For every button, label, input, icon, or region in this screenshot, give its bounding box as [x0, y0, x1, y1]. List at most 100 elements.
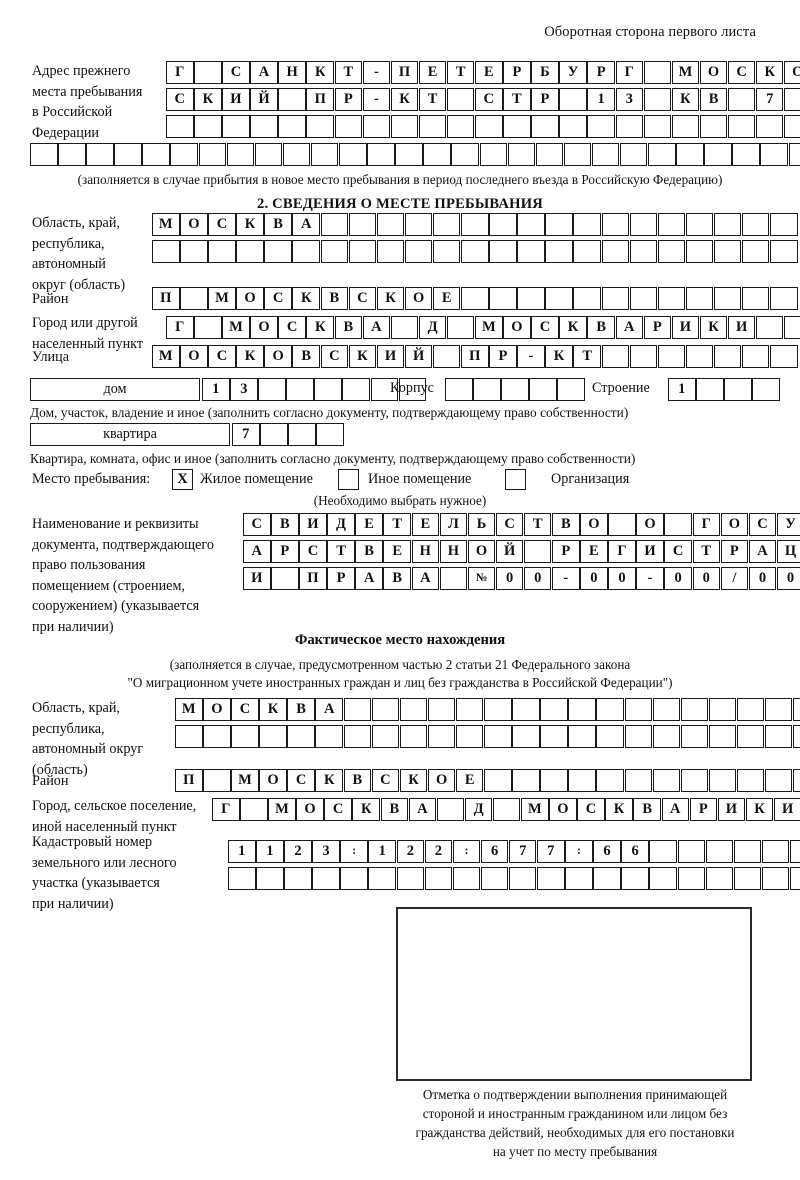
previous-address-row-4[interactable]: [30, 143, 800, 166]
document-row-3-cell-9[interactable]: №: [467, 567, 496, 590]
actual-city-cell-12[interactable]: М: [521, 798, 549, 821]
section2-region-row-1-cell-14[interactable]: [517, 213, 545, 236]
section2-region-row-1-cell-15[interactable]: [545, 213, 573, 236]
document-row-1-cell-12[interactable]: В: [552, 513, 580, 536]
document-row-3-cell-2[interactable]: [271, 567, 299, 590]
document-row-1-cell-17[interactable]: Г: [692, 513, 720, 536]
actual-city-cell-16[interactable]: В: [633, 798, 661, 821]
actual-region-row-2-cell-2[interactable]: [203, 725, 231, 748]
cadastral-row-2-cell-11[interactable]: [508, 867, 537, 890]
section2-district-cell-2[interactable]: [180, 287, 208, 310]
prev-address-row-2-cell-16[interactable]: 1: [587, 88, 615, 111]
actual-district-cell-23[interactable]: [793, 769, 800, 792]
section2-district-cell-19[interactable]: [657, 287, 686, 310]
prev-address-row-4-cell-22[interactable]: [619, 143, 648, 166]
actual-region-row-2-cell-7[interactable]: [343, 725, 372, 748]
actual-region-row-1-cell-6[interactable]: А: [315, 698, 343, 721]
document-row-1[interactable]: СВИДЕТЕЛЬСТВООГОСУД: [243, 513, 800, 536]
section2-city-cell-15[interactable]: К: [559, 316, 587, 339]
prev-address-row-4-cell-19[interactable]: [535, 143, 564, 166]
prev-address-row-1-cell-2[interactable]: [194, 61, 222, 84]
section2-street-cell-13[interactable]: Р: [489, 345, 517, 368]
house-number-cell-4[interactable]: [286, 378, 314, 401]
prev-address-row-3-cell-18[interactable]: [643, 115, 672, 138]
cadastral-row-1-cell-12[interactable]: 7: [537, 840, 565, 863]
document-row-1-cell-11[interactable]: Т: [523, 513, 552, 536]
actual-region-row-1-cell-17[interactable]: [624, 698, 652, 721]
document-row-3-cell-11[interactable]: 0: [523, 567, 552, 590]
document-row-2-cell-2[interactable]: Р: [271, 540, 299, 563]
prev-address-row-3-cell-15[interactable]: [559, 115, 587, 138]
section2-district-cell-9[interactable]: К: [376, 287, 405, 310]
actual-city-cell-1[interactable]: Г: [212, 798, 240, 821]
section2-district-cell-10[interactable]: О: [404, 287, 433, 310]
section2-street-cell-19[interactable]: [657, 345, 686, 368]
cadastral-row-2-cell-19[interactable]: [733, 867, 762, 890]
section2-street-cell-4[interactable]: К: [236, 345, 264, 368]
actual-district-cell-5[interactable]: С: [287, 769, 315, 792]
section2-city-cell-13[interactable]: О: [503, 316, 531, 339]
section2-region-row-2-cell-5[interactable]: [264, 240, 292, 263]
prev-address-row-3-cell-9[interactable]: [390, 115, 419, 138]
section2-region-row-2-cell-10[interactable]: [404, 240, 433, 263]
house-number-cell-5[interactable]: [314, 378, 342, 401]
prev-address-row-1-cell-5[interactable]: Н: [278, 61, 306, 84]
prev-address-row-1-cell-22[interactable]: К: [755, 61, 784, 84]
cadastral-row-1-cell-20[interactable]: [761, 840, 790, 863]
checkbox-residential[interactable]: X: [172, 469, 193, 490]
prev-address-row-3-cell-6[interactable]: [306, 115, 334, 138]
document-row-1-cell-2[interactable]: В: [271, 513, 299, 536]
document-row-3-cell-3[interactable]: П: [299, 567, 327, 590]
document-row-2-cell-5[interactable]: В: [355, 540, 383, 563]
actual-city-cell-20[interactable]: К: [745, 798, 774, 821]
document-row-3-cell-16[interactable]: 0: [664, 567, 692, 590]
cadastral-row-1-cell-9[interactable]: :: [452, 840, 481, 863]
section2-district-cell-20[interactable]: [685, 287, 714, 310]
section2-street-cell-8[interactable]: К: [348, 345, 377, 368]
document-row-3-cell-15[interactable]: -: [636, 567, 664, 590]
actual-region-row-2-cell-8[interactable]: [371, 725, 400, 748]
section2-street-cell-16[interactable]: Т: [573, 345, 601, 368]
prev-address-row-4-cell-21[interactable]: [591, 143, 620, 166]
section2-city-cell-1[interactable]: Г: [166, 316, 194, 339]
section2-district-cell-4[interactable]: О: [236, 287, 264, 310]
flat-number-cells[interactable]: 7: [232, 423, 344, 446]
prev-address-row-2-cell-6[interactable]: П: [306, 88, 334, 111]
cadastral-row-1-cell-19[interactable]: [733, 840, 762, 863]
section2-region-row-2-cell-14[interactable]: [517, 240, 545, 263]
section2-region-row-2-cell-18[interactable]: [629, 240, 658, 263]
cadastral-row-2-cell-15[interactable]: [621, 867, 649, 890]
document-row-3-cell-13[interactable]: 0: [580, 567, 608, 590]
section2-city-cell-5[interactable]: С: [278, 316, 306, 339]
korpus-cell-5[interactable]: [557, 378, 585, 401]
section2-street-cell-12[interactable]: П: [461, 345, 489, 368]
prev-address-row-3-cell-13[interactable]: [503, 115, 531, 138]
section2-street-cell-20[interactable]: [685, 345, 714, 368]
actual-region-row-2-cell-1[interactable]: [175, 725, 203, 748]
section2-region-row-2-cell-11[interactable]: [432, 240, 461, 263]
actual-district-cell-3[interactable]: М: [231, 769, 259, 792]
section2-region-row-1-cell-12[interactable]: [461, 213, 489, 236]
prev-address-row-4-cell-24[interactable]: [676, 143, 704, 166]
actual-region-row-1-cell-9[interactable]: [399, 698, 428, 721]
prev-address-row-1-cell-13[interactable]: Р: [503, 61, 531, 84]
document-row-3-cell-7[interactable]: А: [411, 567, 440, 590]
prev-address-row-3-cell-5[interactable]: [278, 115, 306, 138]
actual-region-row-1-cell-3[interactable]: С: [231, 698, 259, 721]
cadastral-row-1-cell-2[interactable]: 1: [256, 840, 284, 863]
section2-city-cell-23[interactable]: [784, 316, 800, 339]
prev-address-row-2-cell-23[interactable]: [784, 88, 800, 111]
prev-address-row-3-cell-22[interactable]: [755, 115, 784, 138]
actual-city-cell-5[interactable]: С: [324, 798, 352, 821]
cadastral-row-2-cell-14[interactable]: [593, 867, 621, 890]
section2-city-cell-16[interactable]: В: [587, 316, 615, 339]
section2-district-cell-11[interactable]: Е: [432, 287, 461, 310]
cadastral-row-1-cell-14[interactable]: 6: [593, 840, 621, 863]
document-row-2-cell-12[interactable]: Р: [552, 540, 580, 563]
prev-address-row-4-cell-13[interactable]: [367, 143, 395, 166]
section2-region-row-1-cell-19[interactable]: [657, 213, 686, 236]
document-row-3-cell-5[interactable]: А: [355, 567, 383, 590]
